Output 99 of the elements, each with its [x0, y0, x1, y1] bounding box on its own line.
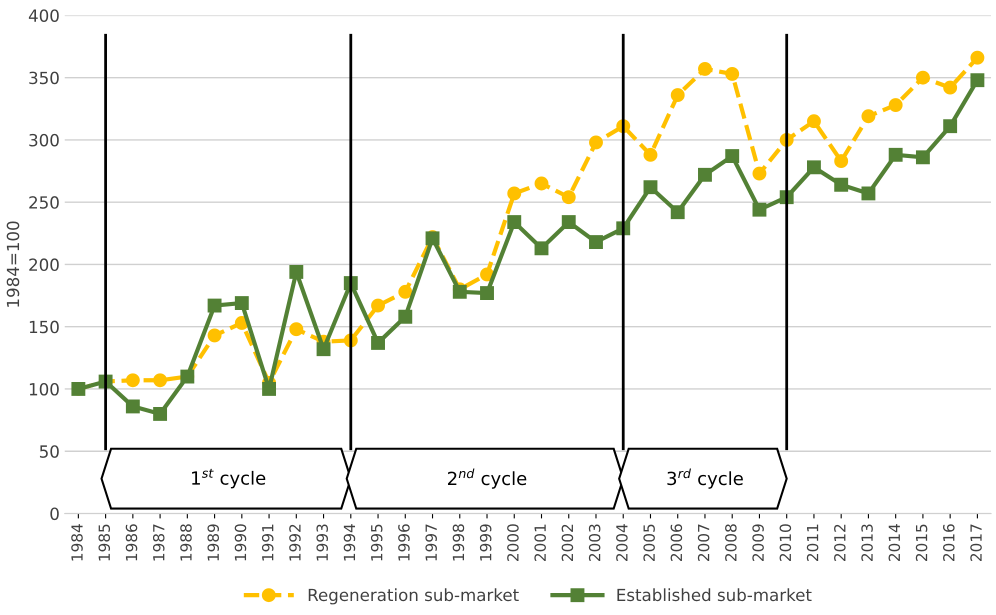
y-tick-label: 150 — [30, 320, 59, 334]
point — [644, 180, 658, 194]
point — [698, 62, 712, 76]
point — [398, 284, 412, 299]
point — [289, 322, 304, 336]
point — [725, 66, 740, 81]
point — [126, 373, 140, 388]
x-tick-label: 1987 — [152, 524, 165, 560]
x-tick-label: 1996 — [398, 524, 410, 560]
x-tick-label: 2015 — [916, 524, 928, 562]
point — [670, 205, 685, 220]
y-tick-label: 0 — [50, 507, 59, 520]
point — [562, 215, 576, 230]
x-tick-label: 1991 — [262, 524, 274, 560]
x-tick-label: 1992 — [289, 524, 301, 560]
point — [262, 382, 276, 396]
point — [234, 296, 249, 310]
x-tick-label: 2007 — [698, 524, 710, 562]
point — [861, 186, 876, 200]
point — [452, 284, 467, 299]
point — [806, 114, 821, 128]
point — [861, 109, 876, 124]
y-tick-label: 200 — [29, 258, 59, 272]
point — [153, 406, 168, 421]
x-tick-label: 2016 — [943, 524, 955, 562]
point — [534, 241, 548, 256]
x-tick-label: 1989 — [207, 524, 220, 560]
y-tick-label: 100 — [30, 382, 59, 396]
x-tick-label: 2002 — [562, 524, 574, 562]
x-tick-label: 2009 — [752, 524, 764, 562]
point — [752, 202, 766, 217]
point — [725, 149, 740, 164]
point — [589, 235, 603, 249]
x-tick-label: 2012 — [834, 524, 846, 562]
point — [834, 154, 848, 168]
x-tick-label: 2000 — [507, 524, 519, 562]
legend-label: Regeneration sub-market — [308, 588, 519, 604]
point — [888, 98, 903, 112]
point — [943, 119, 958, 134]
x-tick-label: 2004 — [616, 524, 628, 562]
point — [534, 176, 548, 190]
x-tick-label: 2014 — [888, 524, 900, 562]
x-tick-label: 1994 — [344, 524, 356, 560]
y-tick-label: 50 — [40, 445, 59, 458]
point — [916, 70, 930, 85]
point — [752, 166, 766, 180]
point — [208, 298, 222, 312]
point — [970, 73, 984, 88]
point — [208, 328, 222, 342]
x-tick-label: 2013 — [861, 524, 873, 562]
point — [507, 215, 522, 230]
y-tick-label: 300 — [29, 134, 59, 146]
x-tick-label: 1998 — [452, 524, 464, 560]
x-tick-label: 2011 — [806, 524, 818, 562]
point — [153, 373, 168, 388]
point — [943, 80, 958, 95]
point — [698, 168, 712, 182]
point — [562, 190, 576, 204]
point — [806, 160, 821, 174]
point — [371, 336, 385, 350]
x-tick-label: 2005 — [643, 524, 655, 562]
band-label: 2$^{nd}$ cycle — [448, 468, 526, 489]
x-tick-label: 1986 — [126, 524, 138, 560]
x-tick-label: 1985 — [98, 524, 110, 560]
point — [834, 178, 848, 192]
point — [916, 150, 930, 164]
band-label: 3$^{rd}$ cycle — [667, 468, 743, 489]
y-tick-label: 400 — [28, 9, 59, 22]
x-tick-label: 2006 — [670, 524, 682, 562]
x-tick-label: 1999 — [480, 524, 492, 560]
point — [126, 399, 140, 414]
point — [888, 148, 903, 162]
y-tick-label: 250 — [29, 196, 59, 209]
point — [589, 135, 603, 150]
point — [480, 286, 494, 300]
y-tick-label: 350 — [29, 72, 59, 84]
x-tick-label: 2010 — [780, 524, 792, 562]
legend-label: Established sub-market — [617, 588, 812, 602]
band-label: 1$^{st}$ cycle — [192, 468, 266, 488]
point — [398, 310, 412, 324]
x-tick-label: 1993 — [316, 524, 328, 560]
x-tick-label: 1988 — [180, 524, 192, 560]
x-tick-label: 2003 — [588, 524, 600, 562]
x-tick-label: 2008 — [725, 524, 737, 562]
point — [371, 298, 385, 312]
y-axis-title: 1984=100 — [6, 221, 20, 307]
x-tick-label: 2017 — [970, 524, 982, 562]
point — [480, 267, 494, 282]
point — [670, 88, 685, 102]
x-tick-label: 1995 — [370, 524, 382, 560]
point — [970, 50, 984, 65]
x-tick-label: 1984 — [71, 524, 83, 560]
point — [316, 342, 330, 356]
x-tick-label: 1997 — [425, 524, 437, 560]
point — [289, 264, 304, 279]
point — [507, 186, 522, 200]
point — [644, 148, 658, 162]
x-tick-label: 1990 — [234, 524, 246, 560]
x-tick-label: 2001 — [534, 524, 546, 562]
